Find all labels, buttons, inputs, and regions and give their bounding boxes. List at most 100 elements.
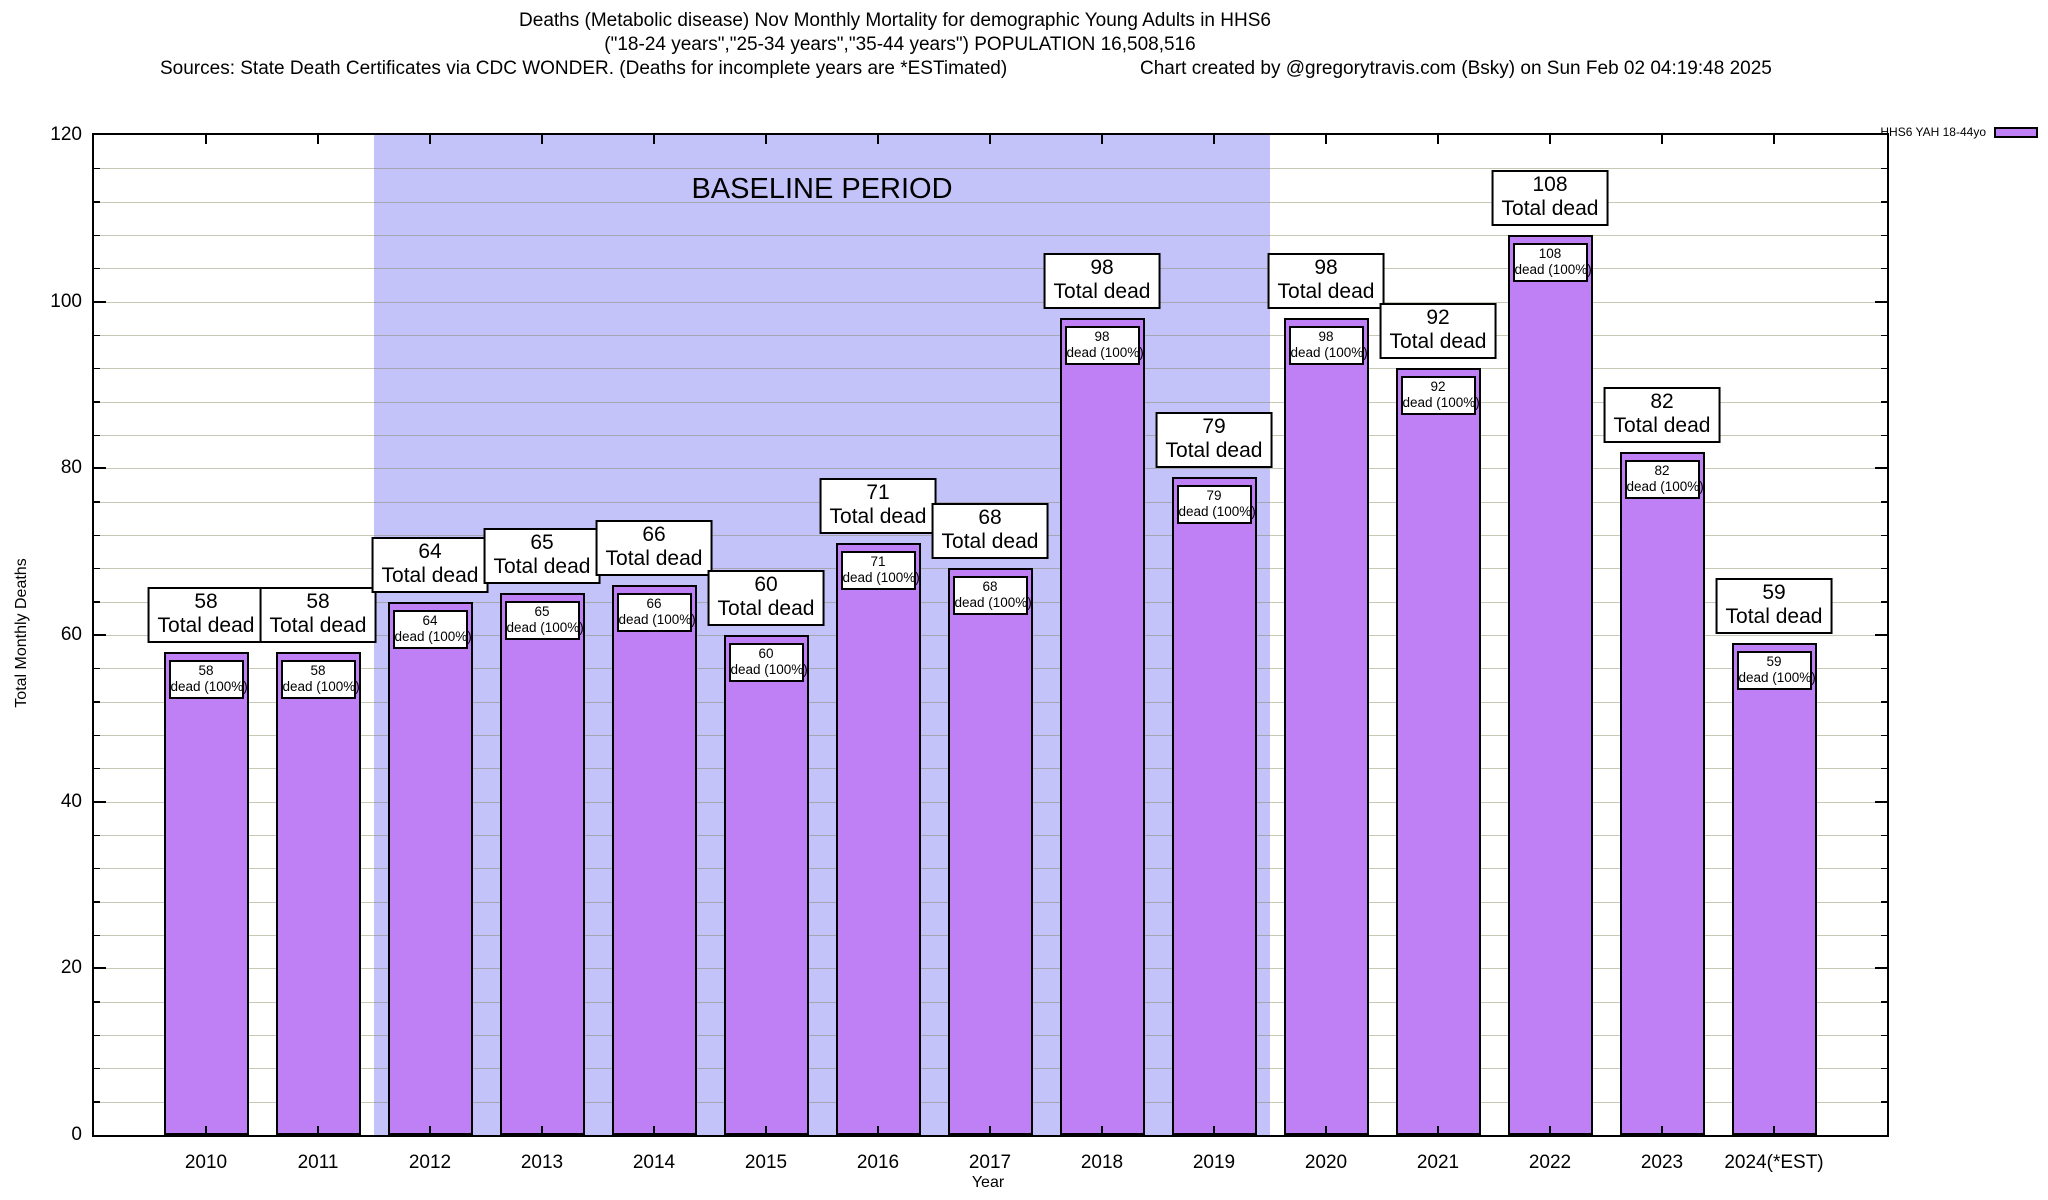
- y-minor-tick-mark: [1881, 834, 1887, 836]
- y-tick-mark: [94, 467, 106, 470]
- x-tick-label: 2018: [1080, 1152, 1124, 1173]
- bar-total-value: 58: [194, 589, 218, 613]
- bar-inner-label: 65 dead (100%): [504, 601, 584, 641]
- x-tick-label: 2021: [1416, 1152, 1460, 1173]
- y-minor-tick-mark: [1881, 234, 1887, 236]
- x-tick-label: 2019: [1192, 1152, 1236, 1173]
- bar-total-caption: Total dead: [1389, 330, 1487, 354]
- y-minor-tick-mark: [94, 367, 100, 370]
- bar-total-value: 92: [1426, 306, 1450, 330]
- bar-inner-caption: dead (100%): [170, 678, 248, 694]
- bar-total-caption: Total dead: [1501, 197, 1599, 220]
- y-minor-tick-mark: [94, 1034, 100, 1036]
- y-minor-tick-mark: [94, 434, 100, 436]
- bar-total-label: 60 Total dead: [707, 570, 825, 626]
- y-gridline: [94, 468, 1887, 470]
- x-tick-mark: [541, 135, 543, 144]
- y-minor-tick-mark: [94, 567, 100, 570]
- bar-inner-caption: dead (100%): [506, 620, 584, 636]
- bar-inner-label: 58 dead (100%): [168, 659, 248, 699]
- x-tick-mark: [1437, 135, 1439, 144]
- baseline-period-label: BASELINE PERIOD: [691, 173, 953, 205]
- x-tick-label: 2023: [1640, 1152, 1684, 1173]
- y-tick-mark: [94, 800, 106, 803]
- y-minor-tick-mark: [1881, 1101, 1887, 1103]
- y-minor-tick-mark: [94, 1067, 100, 1070]
- y-minor-tick-mark: [1881, 867, 1887, 870]
- bar-inner-value: 71: [870, 554, 886, 570]
- x-tick-label: 2010: [184, 1152, 228, 1173]
- x-tick-mark: [1773, 1126, 1775, 1135]
- x-tick-label: 2022: [1528, 1152, 1572, 1173]
- x-tick-mark: [541, 1126, 543, 1135]
- bar-total-label: 108 Total dead: [1491, 170, 1609, 226]
- x-tick-mark: [877, 1126, 879, 1135]
- bar-inner-label: 82 dead (100%): [1624, 459, 1704, 499]
- y-minor-tick-mark: [94, 867, 100, 870]
- bar-2022: 108 dead (100%): [1507, 235, 1593, 1135]
- bar-inner-value: 64: [422, 612, 438, 628]
- bar-2018: 98 dead (100%): [1059, 318, 1145, 1135]
- y-minor-tick-mark: [94, 267, 100, 270]
- y-gridline: [94, 268, 1887, 270]
- bar-inner-caption: dead (100%): [1514, 262, 1592, 277]
- y-minor-tick-mark: [1881, 934, 1887, 936]
- y-minor-tick-mark: [94, 201, 100, 203]
- legend-label: HHS6 YAH 18-44yo: [1880, 125, 1986, 139]
- bar-inner-label: 79 dead (100%): [1176, 484, 1256, 524]
- bar-total-value: 58: [306, 589, 330, 613]
- bar-inner-caption: dead (100%): [1290, 345, 1368, 361]
- y-tick-label: 80: [60, 457, 82, 479]
- chart-title: Deaths (Metabolic disease) Nov Monthly M…: [519, 10, 1271, 31]
- y-minor-tick-mark: [94, 601, 100, 603]
- y-minor-tick-mark: [1881, 1067, 1887, 1070]
- bar-total-label: 58 Total dead: [259, 586, 377, 643]
- bar-inner-label: 92 dead (100%): [1400, 376, 1480, 416]
- y-minor-tick-mark: [94, 234, 100, 236]
- x-tick-mark: [989, 1126, 991, 1135]
- bar-inner-label: 66 dead (100%): [616, 593, 696, 632]
- y-minor-tick-mark: [94, 734, 100, 736]
- bar-total-value: 108: [1532, 173, 1568, 196]
- y-minor-tick-mark: [1881, 767, 1887, 770]
- y-gridline: [94, 435, 1887, 436]
- bar-inner-value: 108: [1538, 246, 1562, 261]
- bar-total-value: 68: [978, 506, 1002, 530]
- y-minor-tick-mark: [1881, 701, 1887, 703]
- bar-inner-label: 64 dead (100%): [392, 609, 472, 649]
- bar-inner-value: 59: [1766, 654, 1782, 670]
- bar-total-value: 65: [530, 531, 554, 555]
- bar-inner-label: 68 dead (100%): [952, 576, 1032, 616]
- bar-total-caption: Total dead: [1613, 413, 1711, 437]
- bar-inner-caption: dead (100%): [954, 595, 1032, 611]
- x-tick-mark: [1549, 1126, 1551, 1135]
- y-tick-mark: [1875, 467, 1887, 470]
- bar-inner-label: 98 dead (100%): [1288, 326, 1368, 366]
- x-tick-label: 2016: [856, 1152, 900, 1173]
- bar-inner-caption: dead (100%): [394, 628, 472, 644]
- bar-total-label: 98 Total dead: [1267, 253, 1385, 310]
- y-minor-tick-mark: [1881, 567, 1887, 570]
- x-tick-mark: [1213, 135, 1215, 144]
- y-minor-tick-mark: [94, 767, 100, 770]
- x-tick-mark: [429, 135, 431, 144]
- y-minor-tick-mark: [94, 901, 100, 903]
- bar-inner-label: 98 dead (100%): [1064, 326, 1144, 366]
- x-tick-mark: [765, 1126, 767, 1135]
- bar-inner-label: 71 dead (100%): [840, 551, 920, 591]
- bar-inner-caption: dead (100%): [1178, 503, 1256, 519]
- bar-inner-value: 82: [1654, 462, 1670, 478]
- bar-total-value: 64: [418, 539, 442, 563]
- y-minor-tick-mark: [1881, 734, 1887, 736]
- y-tick-mark: [94, 300, 106, 303]
- x-tick-mark: [765, 135, 767, 144]
- y-gridline: [94, 301, 1887, 303]
- bar-total-caption: Total dead: [829, 505, 927, 529]
- y-gridline: [94, 201, 1887, 203]
- y-tick-mark: [1875, 800, 1887, 803]
- y-minor-tick-mark: [1881, 334, 1887, 336]
- bar-2020: 98 dead (100%): [1283, 318, 1369, 1135]
- y-minor-tick-mark: [94, 834, 100, 836]
- y-minor-tick-mark: [1881, 1001, 1887, 1003]
